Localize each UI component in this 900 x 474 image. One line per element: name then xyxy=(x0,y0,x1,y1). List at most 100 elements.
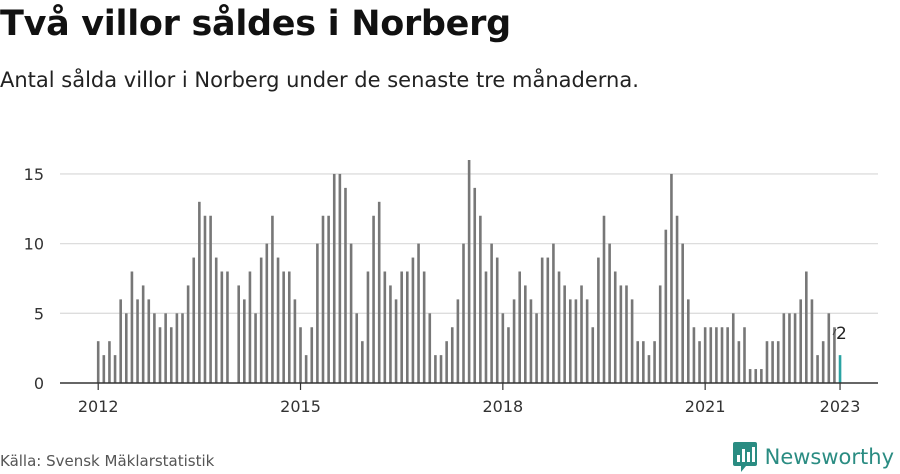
bar xyxy=(439,355,443,384)
bar xyxy=(546,257,550,383)
bar xyxy=(821,341,825,383)
bar xyxy=(833,327,836,383)
bar xyxy=(198,201,201,383)
bar xyxy=(687,299,690,384)
bar xyxy=(479,215,482,383)
bar xyxy=(709,327,713,383)
bar xyxy=(456,299,460,384)
bar xyxy=(136,299,139,384)
bar xyxy=(394,299,398,384)
bar xyxy=(400,271,403,383)
brand-name: Newsworthy xyxy=(764,445,894,469)
bar xyxy=(147,299,151,384)
bar xyxy=(119,299,122,384)
bar xyxy=(316,243,319,384)
bar xyxy=(186,285,190,383)
bar xyxy=(642,341,645,383)
bar xyxy=(568,299,572,384)
bar xyxy=(445,341,448,383)
page-title: Två villor såldes i Norberg xyxy=(0,4,511,44)
bar xyxy=(248,271,252,383)
bar xyxy=(670,173,673,383)
bar xyxy=(243,299,246,384)
source-note: Källa: Svensk Mäklarstatistik xyxy=(0,452,215,470)
newsworthy-logo[interactable]: Newsworthy xyxy=(732,441,894,473)
bar xyxy=(782,313,786,383)
bar xyxy=(776,341,780,383)
bar xyxy=(524,285,527,383)
bar xyxy=(125,313,128,383)
bar xyxy=(169,327,173,383)
bar xyxy=(310,327,314,383)
bar xyxy=(518,271,521,383)
bar-chart: 0 5 10 15 2 2012 2015 2018 2021 2023 xyxy=(24,160,878,416)
bar xyxy=(259,257,263,383)
bar-highlight xyxy=(838,355,842,384)
bar xyxy=(743,327,746,383)
bar xyxy=(164,313,167,383)
bar xyxy=(647,355,651,384)
bar xyxy=(220,271,224,383)
bar xyxy=(608,243,611,384)
y-tick-label-10: 10 xyxy=(24,235,44,254)
bar xyxy=(703,327,707,383)
bar xyxy=(535,313,538,383)
bar xyxy=(748,369,752,383)
bar xyxy=(344,187,347,384)
bar xyxy=(495,257,499,383)
bar xyxy=(473,187,477,384)
bar xyxy=(377,201,381,383)
bar xyxy=(484,271,488,383)
bar xyxy=(226,271,229,383)
bar xyxy=(653,341,656,383)
y-tick-label-0: 0 xyxy=(34,374,44,393)
bar xyxy=(102,355,106,384)
bar xyxy=(141,285,145,383)
bar xyxy=(816,355,819,384)
bar xyxy=(726,327,729,383)
bar xyxy=(462,243,465,384)
bar xyxy=(490,243,493,384)
bar xyxy=(664,229,668,383)
page-subtitle: Antal sålda villor i Norberg under de se… xyxy=(0,68,639,92)
bar xyxy=(96,341,100,383)
bar xyxy=(552,243,555,384)
bar xyxy=(793,313,797,383)
bar xyxy=(810,299,814,384)
bar xyxy=(799,299,802,384)
x-tick-label-2012: 2012 xyxy=(78,397,119,416)
bar xyxy=(361,341,364,383)
bar xyxy=(760,369,763,383)
bar xyxy=(636,341,640,383)
bar xyxy=(467,160,471,383)
bar xyxy=(574,299,578,384)
bar xyxy=(754,369,758,383)
bar xyxy=(383,271,387,383)
bar xyxy=(585,299,589,384)
bar xyxy=(366,271,370,383)
bar xyxy=(271,215,274,383)
y-tick-label-5: 5 xyxy=(34,304,44,323)
bar xyxy=(619,285,623,383)
newsworthy-chart-logo-icon xyxy=(732,442,757,472)
bar xyxy=(287,271,291,383)
bar xyxy=(175,313,179,383)
bar xyxy=(422,271,426,383)
bar xyxy=(299,327,302,383)
bar xyxy=(715,327,718,383)
y-tick-label-15: 15 xyxy=(24,165,44,184)
bar xyxy=(434,355,437,384)
bar xyxy=(630,299,634,384)
bar xyxy=(428,313,432,383)
bar xyxy=(108,341,111,383)
bar xyxy=(692,327,696,383)
bar xyxy=(282,271,285,383)
bar xyxy=(512,299,516,384)
bar xyxy=(389,285,392,383)
bar xyxy=(827,313,831,383)
bar xyxy=(591,327,595,383)
bar xyxy=(658,285,662,383)
bar xyxy=(501,313,505,383)
x-tick-label-2018: 2018 xyxy=(482,397,523,416)
bar xyxy=(788,313,791,383)
